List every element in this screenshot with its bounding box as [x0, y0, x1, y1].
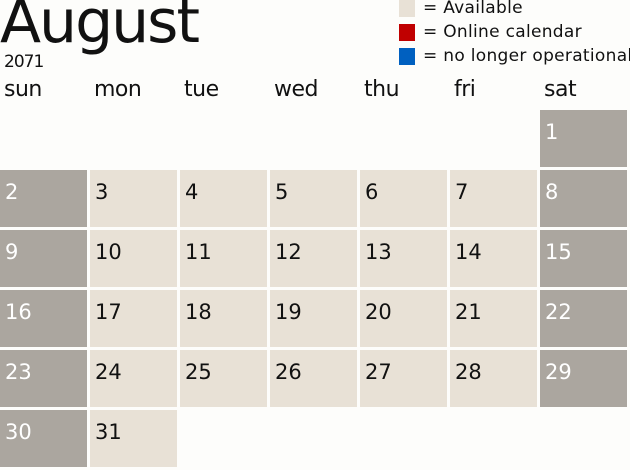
- day-cell[interactable]: 30: [0, 410, 87, 467]
- day-number: 18: [185, 300, 212, 324]
- day-cell[interactable]: 15: [540, 230, 627, 287]
- day-number: 29: [545, 360, 572, 384]
- no-longer-operational-swatch: [399, 48, 415, 65]
- day-number: 9: [5, 240, 19, 264]
- day-cell[interactable]: 7: [450, 170, 537, 227]
- day-number: 6: [365, 180, 379, 204]
- day-cell[interactable]: 28: [450, 350, 537, 407]
- day-cell[interactable]: 5: [270, 170, 357, 227]
- day-number: 8: [545, 180, 559, 204]
- weekday-header-wed: wed: [274, 77, 319, 102]
- day-cell[interactable]: 17: [90, 290, 177, 347]
- weekday-header-thu: thu: [364, 77, 400, 102]
- day-cell[interactable]: 9: [0, 230, 87, 287]
- day-number: 26: [275, 360, 302, 384]
- weekday-header-sat: sat: [544, 77, 577, 102]
- day-number: 21: [455, 300, 482, 324]
- day-number: 5: [275, 180, 289, 204]
- month-title: August: [0, 0, 200, 57]
- day-number: 15: [545, 240, 572, 264]
- day-cell[interactable]: 22: [540, 290, 627, 347]
- day-cell[interactable]: 10: [90, 230, 177, 287]
- day-number: 30: [5, 420, 32, 444]
- day-number: 14: [455, 240, 482, 264]
- day-cell[interactable]: 14: [450, 230, 537, 287]
- day-cell[interactable]: 3: [90, 170, 177, 227]
- day-number: 1: [545, 120, 559, 144]
- day-number: 7: [455, 180, 469, 204]
- day-cell[interactable]: 13: [360, 230, 447, 287]
- day-cell[interactable]: 23: [0, 350, 87, 407]
- day-number: 22: [545, 300, 572, 324]
- legend-label: = Online calendar: [423, 22, 582, 42]
- day-number: 25: [185, 360, 212, 384]
- day-cell[interactable]: 12: [270, 230, 357, 287]
- day-cell[interactable]: 4: [180, 170, 267, 227]
- day-cell[interactable]: 20: [360, 290, 447, 347]
- day-cell[interactable]: 6: [360, 170, 447, 227]
- day-number: 28: [455, 360, 482, 384]
- day-number: 20: [365, 300, 392, 324]
- day-number: 16: [5, 300, 32, 324]
- day-number: 13: [365, 240, 392, 264]
- day-cell[interactable]: 16: [0, 290, 87, 347]
- day-number: 3: [95, 180, 109, 204]
- day-number: 12: [275, 240, 302, 264]
- year-label: 2071: [4, 52, 44, 72]
- day-number: 19: [275, 300, 302, 324]
- day-cell[interactable]: 26: [270, 350, 357, 407]
- day-number: 23: [5, 360, 32, 384]
- day-cell[interactable]: 19: [270, 290, 357, 347]
- weekday-header-tue: tue: [184, 77, 219, 102]
- day-number: 2: [5, 180, 19, 204]
- day-number: 10: [95, 240, 122, 264]
- weekday-header-mon: mon: [94, 77, 142, 102]
- day-number: 31: [95, 420, 122, 444]
- available-swatch: [399, 0, 415, 17]
- weekday-header-sun: sun: [4, 77, 42, 102]
- day-cell[interactable]: 21: [450, 290, 537, 347]
- day-cell[interactable]: 25: [180, 350, 267, 407]
- day-cell[interactable]: 31: [90, 410, 177, 467]
- online-calendar-swatch: [399, 24, 415, 41]
- day-number: 27: [365, 360, 392, 384]
- day-number: 17: [95, 300, 122, 324]
- day-cell[interactable]: 2: [0, 170, 87, 227]
- day-cell[interactable]: 18: [180, 290, 267, 347]
- day-cell[interactable]: 8: [540, 170, 627, 227]
- day-number: 11: [185, 240, 212, 264]
- day-number: 24: [95, 360, 122, 384]
- day-cell[interactable]: 1: [540, 110, 627, 167]
- weekday-header-fri: fri: [454, 77, 476, 102]
- legend-label: = Available: [423, 0, 523, 18]
- legend-label: = no longer operational: [423, 46, 630, 66]
- day-cell[interactable]: 29: [540, 350, 627, 407]
- day-cell[interactable]: 24: [90, 350, 177, 407]
- day-cell[interactable]: 27: [360, 350, 447, 407]
- day-number: 4: [185, 180, 199, 204]
- day-cell[interactable]: 11: [180, 230, 267, 287]
